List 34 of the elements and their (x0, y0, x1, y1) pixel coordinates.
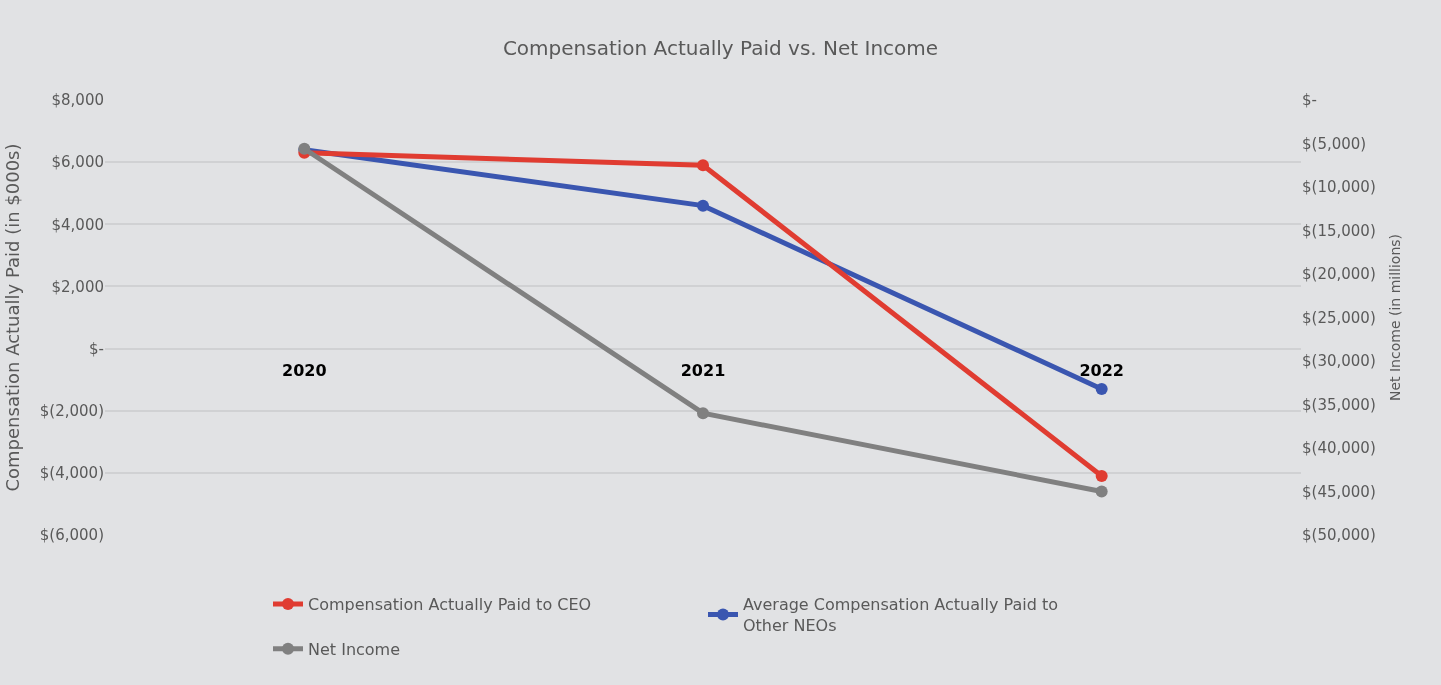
y2-tick-label: $(15,000) (1302, 221, 1376, 240)
y-tick-label: $4,000 (51, 215, 104, 234)
y2-tick-label: $(25,000) (1302, 308, 1376, 327)
legend-label: Compensation Actually Paid to CEO (308, 595, 592, 615)
y2-tick-label: $(10,000) (1302, 178, 1376, 197)
x-tick-label: 2021 (680, 360, 726, 380)
point (1095, 469, 1108, 482)
y-tick-label: $(4,000) (39, 464, 104, 483)
y-tick-label: $6,000 (51, 153, 104, 172)
y-tick-label: $8,000 (51, 91, 104, 110)
y2-tick-label: $(50,000) (1302, 526, 1376, 545)
y-tick-label: $(6,000) (39, 526, 104, 545)
x-tick-label: 2020 (282, 360, 327, 380)
y2-tick-label: $(45,000) (1302, 482, 1376, 501)
y2-tick-label: $(5,000) (1302, 134, 1367, 153)
y2-tick-label: $(35,000) (1302, 395, 1376, 414)
legend-label: Net Income (308, 639, 401, 659)
point (697, 199, 709, 212)
point (1095, 382, 1108, 395)
chart-title: Compensation Actually Paid vs. Net Income (502, 36, 939, 61)
y-tick-label: $- (89, 339, 104, 358)
y2-tick-label: $(30,000) (1302, 352, 1376, 371)
y2-tick-label: $(20,000) (1302, 265, 1376, 284)
y-axis-title: Compensation Actually Paid (in $000s) (2, 143, 23, 492)
y-tick-label: $2,000 (51, 277, 104, 296)
legend-label: Average Compensation Actually Paid to Other NEOs (743, 595, 1058, 636)
x-tick-label: 2022 (1079, 360, 1124, 380)
point (697, 159, 709, 172)
point (697, 407, 709, 420)
point (1095, 485, 1108, 498)
y2-tick-label: $- (1302, 91, 1317, 110)
y2-tick-label: $(40,000) (1302, 439, 1376, 458)
y-tick-label: $(2,000) (39, 401, 104, 420)
y2-axis-title: Net Income (in millions) (1387, 233, 1404, 402)
